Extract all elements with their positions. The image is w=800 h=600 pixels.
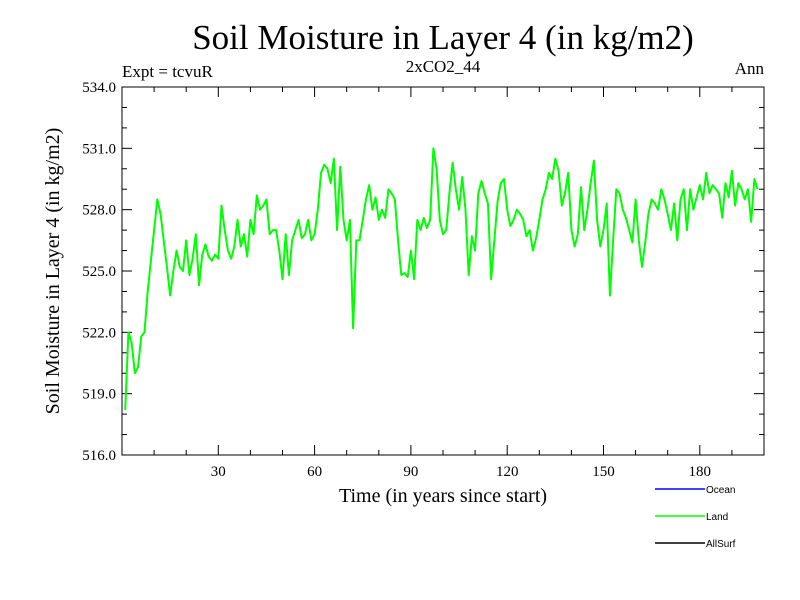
y-tick-label: 534.0 (82, 80, 116, 96)
x-tick-label: 180 (689, 464, 712, 480)
x-tick-label: 90 (403, 464, 418, 480)
x-tick-label: 60 (307, 464, 322, 480)
x-tick-label: 30 (211, 464, 226, 480)
series-line-land (124, 147, 759, 411)
legend-label-ocean: Ocean (706, 485, 735, 496)
legend: Ocean Land AllSurf (655, 485, 736, 550)
legend-label-allsurf: AllSurf (706, 539, 736, 550)
axis-tick-labels: 30 60 90 120 150 180 516.0 519.0 522.0 525.0 528.0… (82, 80, 711, 480)
x-axis-label: Time (in years since start) (339, 485, 547, 507)
y-tick-label: 525.0 (82, 264, 116, 280)
x-tick-label: 150 (592, 464, 615, 480)
axis-ticks (122, 87, 764, 455)
series-layer (124, 147, 759, 411)
y-tick-label: 522.0 (82, 325, 116, 341)
plot-frame (121, 86, 765, 456)
x-tick-label: 120 (496, 464, 519, 480)
chart-subtitle: 2xCO2_44 (406, 57, 481, 76)
y-tick-label: 531.0 (82, 141, 116, 157)
y-tick-label: 528.0 (82, 203, 116, 219)
y-tick-label: 519.0 (82, 387, 116, 403)
chart-title: Soil Moisture in Layer 4 (in kg/m2) (192, 18, 694, 57)
y-tick-label: 516.0 (82, 448, 116, 464)
chart-left-label: Expt = tcvuR (122, 62, 213, 81)
chart-right-label: Ann (735, 59, 765, 78)
y-axis-label: Soil Moisture in Layer 4 (in kg/m2) (42, 128, 64, 415)
legend-label-land: Land (706, 512, 728, 523)
